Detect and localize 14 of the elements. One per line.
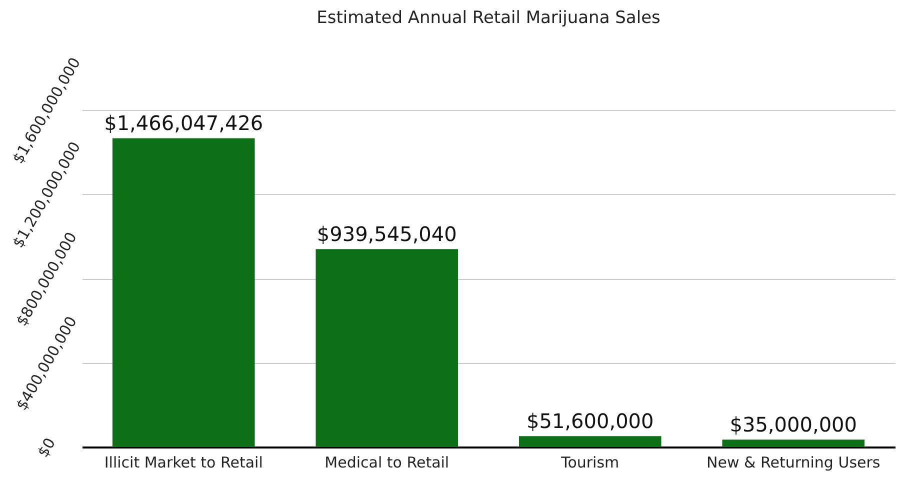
x-tick-label: New & Returning Users bbox=[706, 454, 880, 472]
x-tick-label: Tourism bbox=[560, 454, 620, 472]
bar bbox=[518, 436, 662, 447]
data-label: $35,000,000 bbox=[730, 412, 857, 437]
bar bbox=[722, 440, 865, 447]
y-tick-label: $0 bbox=[34, 434, 60, 460]
data-label: $939,545,040 bbox=[316, 222, 457, 246]
data-label: $51,600,000 bbox=[526, 409, 654, 434]
bar bbox=[112, 138, 255, 447]
data-label: $1,466,047,426 bbox=[104, 111, 264, 136]
x-tick-label: Illicit Market to Retail bbox=[104, 454, 263, 472]
x-tick-label: Medical to Retail bbox=[324, 454, 450, 472]
bar bbox=[316, 249, 458, 447]
chart-title: Estimated Annual Retail Marijuana Sales bbox=[316, 8, 661, 28]
